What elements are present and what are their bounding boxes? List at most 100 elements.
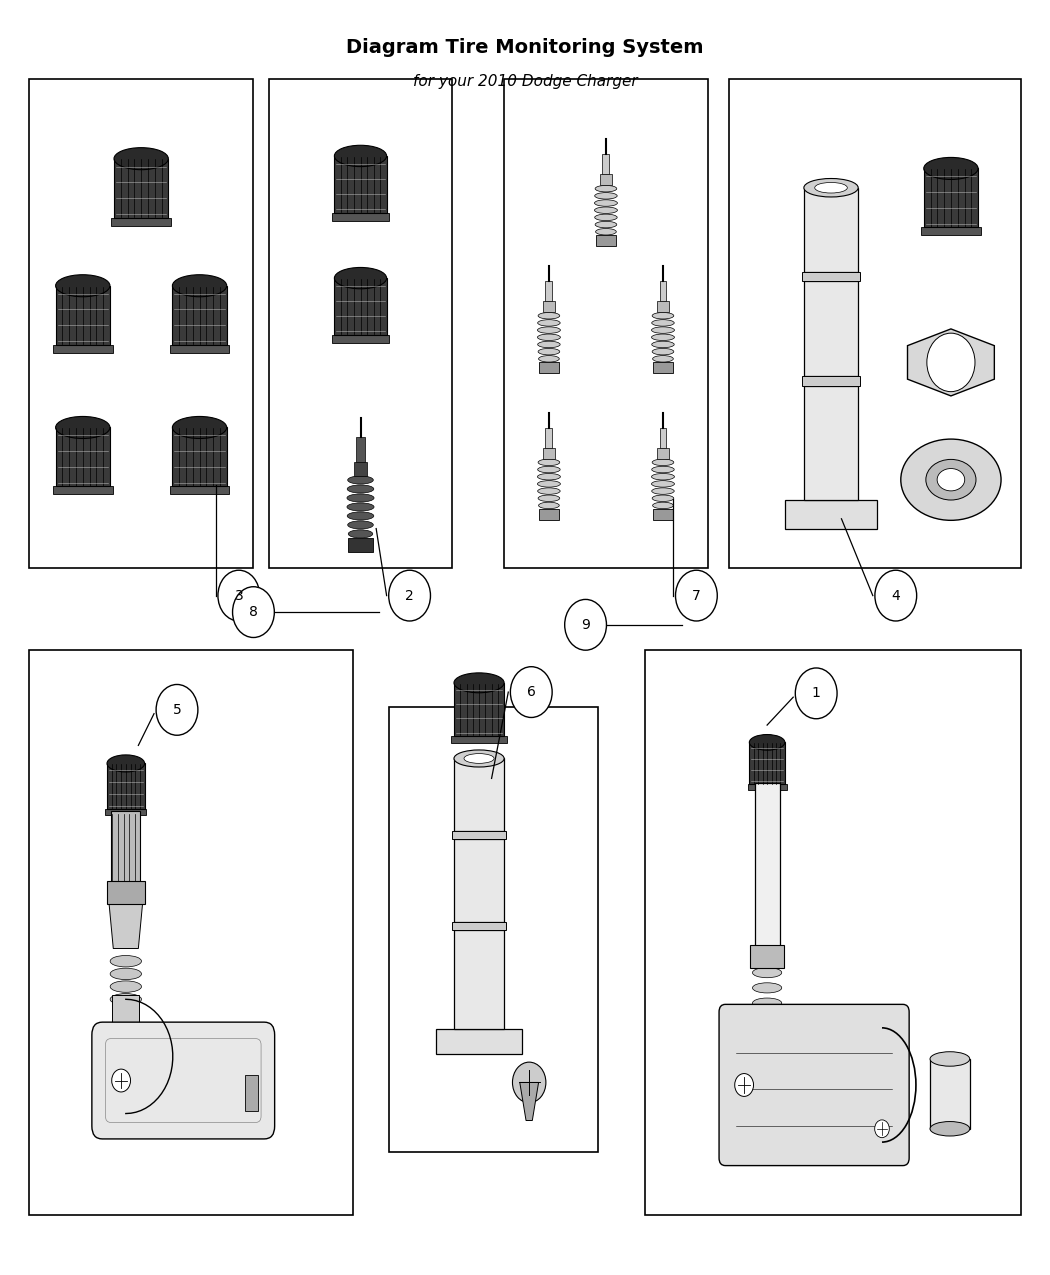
Circle shape [232, 586, 274, 638]
Ellipse shape [595, 222, 616, 228]
Bar [659, 280, 667, 301]
Bar [334, 156, 386, 213]
Ellipse shape [348, 521, 374, 529]
Ellipse shape [538, 459, 560, 465]
Ellipse shape [110, 968, 142, 979]
Bar [921, 227, 981, 236]
Text: 2: 2 [405, 589, 414, 603]
Text: 9: 9 [581, 618, 590, 632]
Bar [334, 278, 386, 335]
Circle shape [875, 1119, 889, 1137]
Ellipse shape [110, 980, 142, 992]
Ellipse shape [594, 200, 617, 207]
Text: for your 2010 Dodge Charger: for your 2010 Dodge Charger [413, 74, 637, 89]
Bar [437, 1029, 522, 1054]
Bar [748, 784, 786, 789]
Bar [653, 509, 673, 520]
Bar [246, 1075, 258, 1111]
Ellipse shape [110, 993, 142, 1005]
Bar [111, 218, 171, 226]
Ellipse shape [815, 182, 847, 193]
Ellipse shape [349, 530, 373, 538]
Bar [107, 881, 145, 904]
Ellipse shape [652, 488, 674, 495]
Bar [755, 783, 780, 949]
Bar [454, 683, 504, 736]
Ellipse shape [652, 342, 674, 348]
Ellipse shape [346, 502, 374, 511]
Circle shape [875, 570, 917, 621]
Bar [539, 362, 560, 374]
Ellipse shape [594, 214, 617, 221]
Ellipse shape [750, 734, 784, 750]
Bar [545, 280, 552, 301]
Bar [750, 742, 784, 784]
Ellipse shape [110, 955, 142, 966]
Bar [452, 922, 506, 929]
Bar [354, 462, 368, 476]
Circle shape [735, 1074, 754, 1096]
FancyBboxPatch shape [719, 1005, 909, 1165]
Bar [332, 213, 390, 221]
Bar [107, 764, 145, 810]
Ellipse shape [595, 228, 616, 235]
Ellipse shape [652, 348, 674, 354]
Text: 6: 6 [527, 685, 536, 699]
Bar [390, 708, 598, 1151]
Circle shape [218, 570, 259, 621]
Ellipse shape [652, 320, 674, 326]
Ellipse shape [56, 274, 110, 297]
Bar [356, 436, 364, 462]
Bar [454, 759, 504, 831]
Bar [924, 168, 979, 227]
Text: 5: 5 [172, 703, 182, 717]
Bar [114, 158, 168, 218]
Ellipse shape [930, 1122, 970, 1136]
Ellipse shape [538, 342, 560, 348]
Bar [930, 1060, 970, 1128]
Ellipse shape [930, 1052, 970, 1066]
Bar [784, 500, 877, 529]
Ellipse shape [651, 481, 674, 487]
Ellipse shape [753, 968, 781, 978]
Ellipse shape [538, 334, 561, 340]
Ellipse shape [651, 334, 674, 340]
Ellipse shape [172, 274, 227, 297]
Ellipse shape [334, 145, 386, 167]
Ellipse shape [346, 493, 374, 502]
Bar [452, 831, 506, 839]
Ellipse shape [464, 754, 495, 764]
Circle shape [565, 599, 607, 650]
Ellipse shape [538, 473, 561, 479]
Text: Diagram Tire Monitoring System: Diagram Tire Monitoring System [346, 38, 704, 57]
Ellipse shape [334, 268, 386, 288]
Bar [804, 187, 858, 272]
Bar [452, 736, 506, 743]
Circle shape [388, 570, 430, 621]
Text: 1: 1 [812, 686, 821, 700]
Ellipse shape [538, 348, 560, 354]
Ellipse shape [538, 326, 561, 333]
Polygon shape [520, 1082, 539, 1121]
Bar [657, 301, 669, 312]
Circle shape [795, 668, 837, 719]
Bar [804, 280, 858, 376]
Ellipse shape [107, 755, 145, 771]
Bar [172, 286, 227, 344]
Bar [751, 945, 783, 968]
Bar [543, 448, 554, 459]
Bar [659, 427, 667, 448]
Ellipse shape [348, 476, 374, 484]
Ellipse shape [753, 983, 781, 993]
Text: 7: 7 [692, 589, 700, 603]
Bar [56, 427, 110, 487]
Ellipse shape [454, 750, 504, 768]
Bar [170, 344, 229, 353]
Circle shape [156, 685, 197, 736]
Bar [56, 286, 110, 344]
Ellipse shape [901, 439, 1001, 520]
Ellipse shape [938, 468, 965, 491]
Bar [112, 996, 140, 1044]
Ellipse shape [924, 157, 979, 180]
Bar [645, 650, 1021, 1215]
